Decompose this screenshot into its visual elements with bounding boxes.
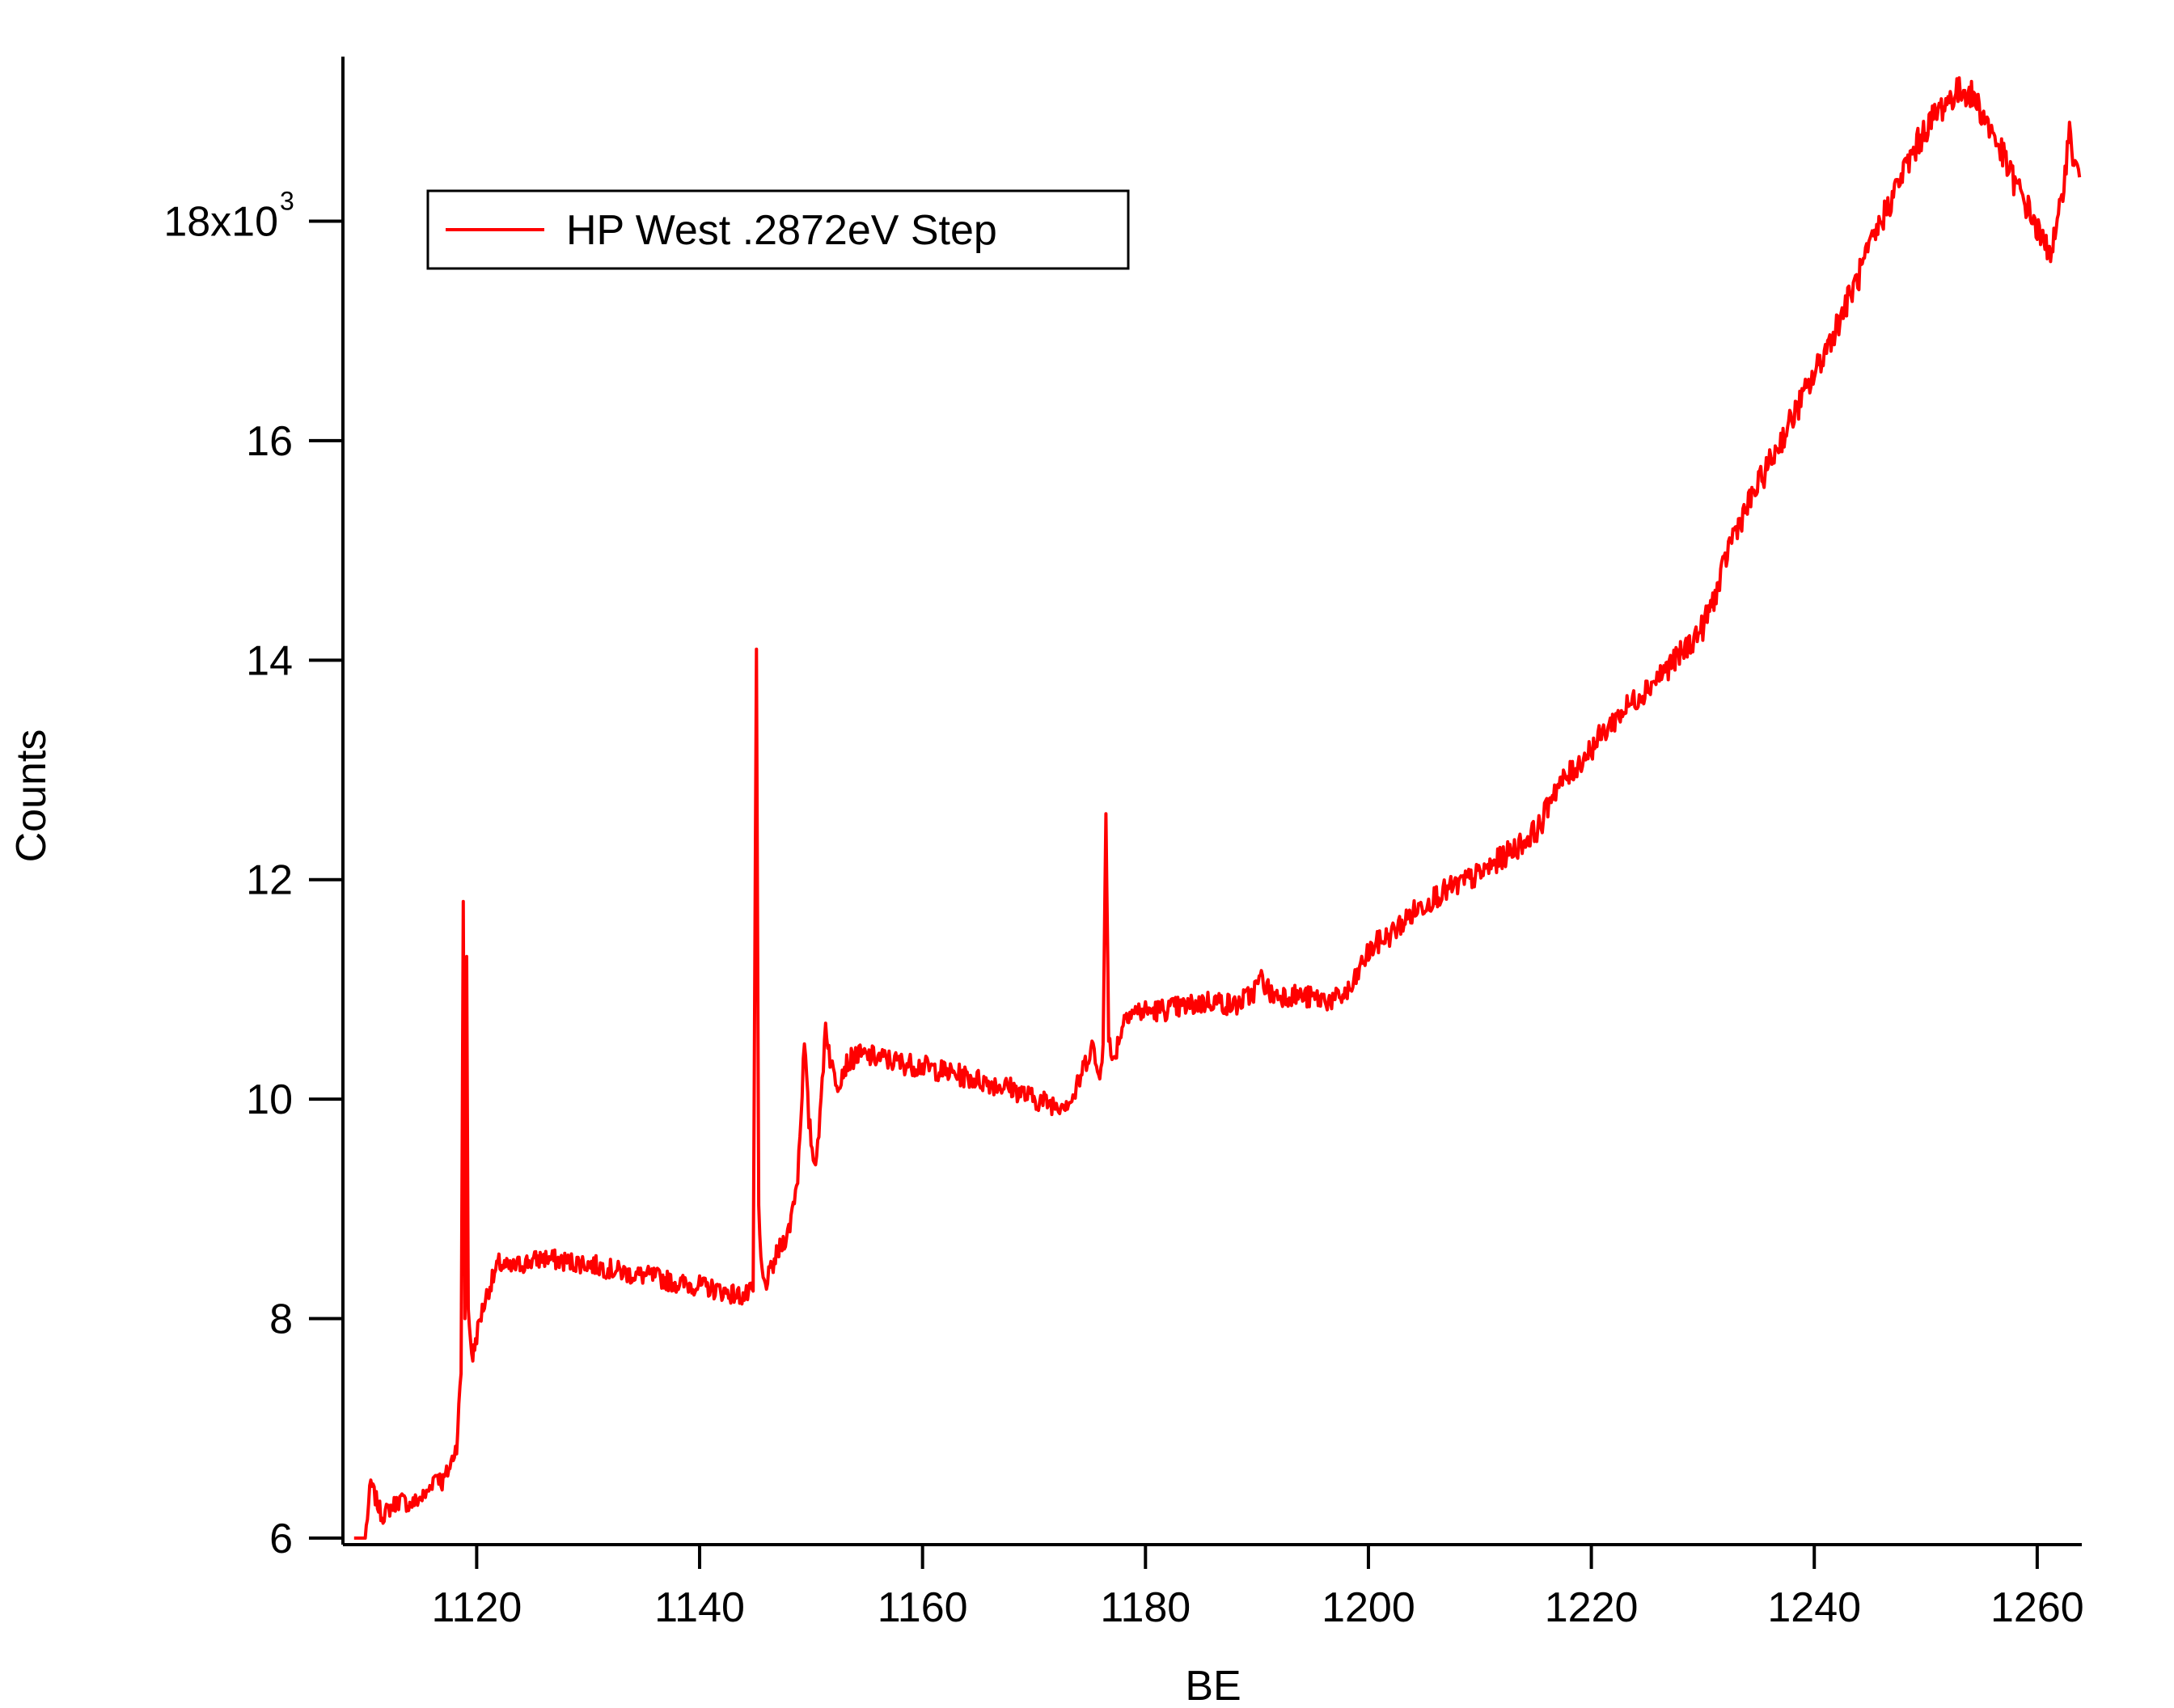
y-tick-exponent: 3: [280, 187, 294, 216]
y-tick-label: 8: [269, 1296, 293, 1342]
y-tick-label: 6: [269, 1516, 293, 1562]
legend: HP West .2872eV Step: [426, 189, 1130, 270]
x-tick-label: 1160: [878, 1584, 968, 1631]
x-axis-title: BE: [1185, 1663, 1241, 1708]
legend-box: [426, 189, 1130, 270]
series-line: [353, 76, 2082, 1540]
x-tick-label: 1240: [1767, 1584, 1861, 1631]
x-tick-label: 1200: [1322, 1584, 1415, 1631]
x-tick-label: 1180: [1100, 1584, 1191, 1631]
x-tick-label: 1140: [654, 1584, 745, 1631]
x-tick-label: 1120: [431, 1584, 522, 1631]
plot-area: [353, 76, 2082, 1540]
y-tick-label: 14: [246, 637, 293, 684]
y-ticks: 6 8 10 12 14 16 18x10 3: [163, 187, 343, 1562]
x-tick-label: 1260: [1990, 1584, 2084, 1631]
y-tick-label: 12: [246, 857, 293, 904]
axes: 1120 1140 1160 1180 1200 1220 1240 1260 6 8 10 12 1…: [163, 57, 2084, 1631]
y-tick-label: 10: [246, 1076, 293, 1123]
y-tick-label: 16: [246, 418, 293, 465]
x-tick-label: 1220: [1545, 1584, 1639, 1631]
y-axis-title: Counts: [8, 729, 55, 863]
legend-label: HP West .2872eV Step: [566, 207, 997, 254]
x-ticks: 1120 1140 1160 1180 1200 1220 1240 1260: [431, 1545, 2084, 1631]
y-tick-label: 18x10: [163, 199, 278, 246]
